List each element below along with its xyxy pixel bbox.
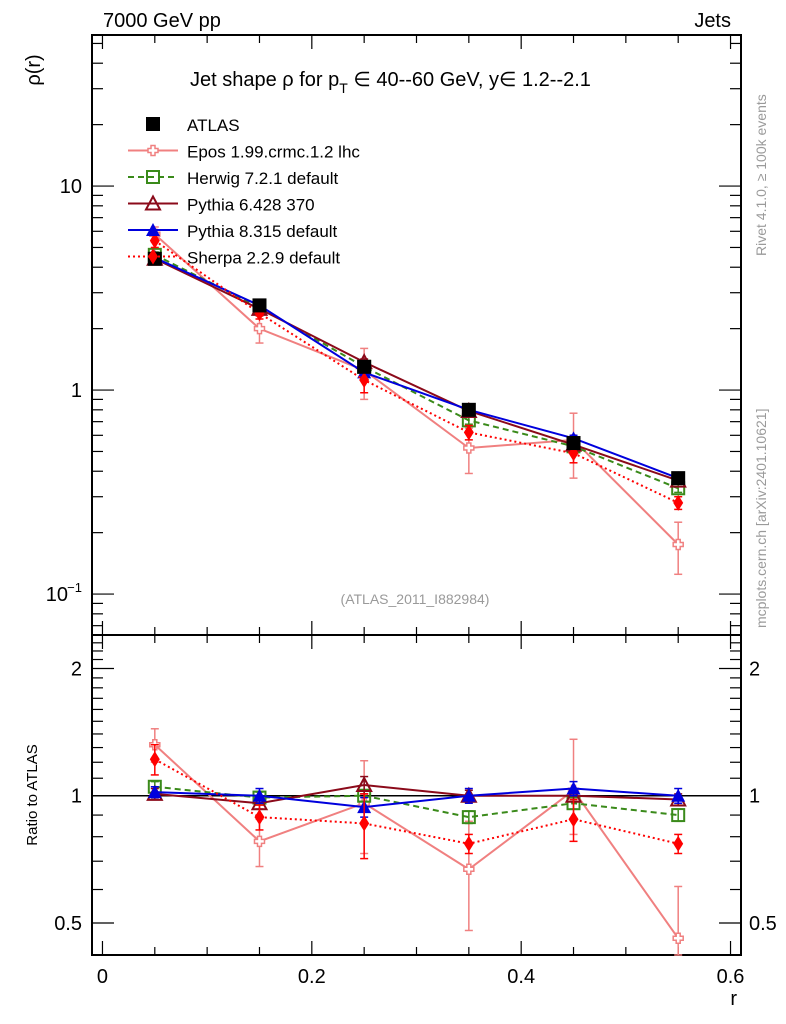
- ratio-y-tick-label: 1: [71, 786, 82, 808]
- legend-item-pythia-6-428-370: Pythia 6.428 370: [128, 194, 315, 215]
- x-tick-label: 0: [97, 966, 108, 988]
- data-point-sherpa-2-2-9-default: [673, 494, 684, 511]
- ratio-point-herwig-7-2-1-default: [671, 808, 686, 823]
- legend-label: Herwig 7.2.1 default: [187, 169, 338, 188]
- series-line-herwig-7-2-1-default: [154, 253, 679, 490]
- legend-marker: [146, 223, 160, 236]
- legend-item-epos-1-99-crmc-1-2-lhc: Epos 1.99.crmc.1.2 lhc: [128, 143, 360, 162]
- ratio-series-pythia-6-428-370: [146, 775, 687, 811]
- series-pythia-8-315-default: [147, 250, 686, 485]
- ratio-point-sherpa-2-2-9-default: [568, 811, 579, 828]
- ratio-line-pythia-6-428-370: [154, 784, 679, 805]
- ratio-point-sherpa-2-2-9-default: [359, 815, 370, 832]
- analysis-id-annotation: (ATLAS_2011_I882984): [341, 591, 490, 607]
- series-line-pythia-8-315-default: [154, 256, 679, 480]
- legend-marker: [144, 194, 162, 211]
- series-epos-1-99-crmc-1-2-lhc: [149, 226, 684, 576]
- data-point-epos-1-99-crmc-1-2-lhc: [253, 322, 266, 335]
- ratio-point-sherpa-2-2-9-default: [463, 835, 474, 852]
- ratio-point-sherpa-2-2-9-default: [673, 835, 684, 852]
- data-point-atlas: [461, 402, 476, 417]
- ratio-y-tick-label-right: 1: [749, 786, 760, 808]
- ratio-point-epos-1-99-crmc-1-2-lhc: [463, 863, 475, 876]
- legend-item-sherpa-2-2-9-default: Sherpa 2.2.9 default: [128, 248, 340, 268]
- data-point-atlas: [357, 359, 372, 374]
- legend-label: ATLAS: [187, 116, 240, 135]
- ratio-line-epos-1-99-crmc-1-2-lhc: [154, 744, 680, 939]
- ratio-y-tick-label-right: 2: [749, 658, 760, 680]
- rivet-version-label: Rivet 4.1.0, ≥ 100k events: [753, 94, 769, 256]
- series-line-sherpa-2-2-9-default: [154, 239, 679, 504]
- ratio-point-pythia-8-315-default: [566, 781, 581, 795]
- y-tick-label: 1: [71, 380, 82, 402]
- data-point-sherpa-2-2-9-default: [463, 424, 474, 441]
- x-axis-label: r: [730, 988, 737, 1010]
- legend-marker: [146, 117, 160, 131]
- data-point-atlas: [252, 298, 267, 313]
- y-tick-label: 10: [60, 176, 82, 198]
- ratio-y-tick-label-right: 0.5: [749, 913, 777, 935]
- legend-item-atlas: ATLAS: [146, 116, 240, 135]
- series-pythia-6-428-370: [146, 249, 687, 488]
- y-tick-label: 10: [46, 584, 68, 606]
- ratio-point-epos-1-99-crmc-1-2-lhc: [672, 932, 684, 945]
- ratio-point-pythia-8-315-default: [461, 788, 476, 802]
- ratio-line-sherpa-2-2-9-default: [154, 758, 679, 845]
- series-line-epos-1-99-crmc-1-2-lhc: [154, 233, 679, 546]
- ratio-point-sherpa-2-2-9-default: [149, 751, 160, 768]
- main-y-axis-label: ρ(r): [23, 54, 45, 85]
- ratio-line-pythia-8-315-default: [154, 787, 679, 809]
- legend: ATLAS Epos 1.99.crmc.1.2 lhc Herwig 7.2.1 …: [128, 116, 360, 268]
- legend-marker: [146, 170, 160, 184]
- data-point-atlas: [566, 436, 581, 451]
- legend-item-pythia-8-315-default: Pythia 8.315 default: [128, 222, 338, 241]
- header-energy-label: 7000 GeV pp: [103, 10, 221, 32]
- ratio-series-epos-1-99-crmc-1-2-lhc: [149, 728, 684, 956]
- ratio-y-tick-label: 2: [71, 658, 82, 680]
- ratio-line-herwig-7-2-1-default: [154, 785, 679, 819]
- mcplots-reference-label: mcplots.cern.ch [arXiv:2401.10621]: [753, 409, 769, 628]
- header-process-label: Jets: [694, 10, 731, 32]
- ratio-point-pythia-8-315-default: [252, 788, 267, 802]
- ratio-series-sherpa-2-2-9-default: [149, 744, 684, 860]
- legend-label: Epos 1.99.crmc.1.2 lhc: [187, 143, 360, 162]
- ratio-point-pythia-6-428-370: [355, 775, 373, 793]
- legend-label: Pythia 6.428 370: [187, 196, 315, 215]
- main-title: Jet shape ρ for pT ∈ 40--60 GeV, y∈ 1.2-…: [190, 69, 591, 96]
- ratio-point-sherpa-2-2-9-default: [254, 809, 265, 826]
- x-tick-label: 0.6: [717, 966, 745, 988]
- ratio-y-tick-label: 0.5: [54, 913, 82, 935]
- data-point-epos-1-99-crmc-1-2-lhc: [672, 538, 684, 551]
- ratio-panel: 0 0.2 0.4 0.6 2 2 1 1 0.5 0.5: [54, 621, 777, 988]
- x-tick-label: 0.2: [298, 966, 326, 988]
- legend-label: Sherpa 2.2.9 default: [187, 249, 340, 268]
- ratio-point-pythia-8-315-default: [147, 785, 162, 799]
- ratio-point-herwig-7-2-1-default: [461, 810, 476, 825]
- data-point-sherpa-2-2-9-default: [359, 372, 370, 389]
- legend-marker: [147, 144, 159, 157]
- legend-marker: [148, 248, 158, 265]
- legend-label: Pythia 8.315 default: [187, 222, 338, 241]
- ratio-point-epos-1-99-crmc-1-2-lhc: [253, 835, 266, 848]
- ratio-point-pythia-8-315-default: [671, 788, 686, 802]
- ratio-y-axis-label: Ratio to ATLAS: [24, 744, 41, 845]
- data-point-sherpa-2-2-9-default: [149, 232, 160, 249]
- y-tick-label-exponent: −1: [67, 580, 82, 595]
- data-point-atlas: [671, 471, 686, 486]
- data-point-epos-1-99-crmc-1-2-lhc: [463, 442, 475, 454]
- series-herwig-7-2-1-default: [147, 247, 686, 496]
- x-tick-label: 0.4: [507, 966, 535, 988]
- legend-item-herwig-7-2-1-default: Herwig 7.2.1 default: [128, 169, 338, 188]
